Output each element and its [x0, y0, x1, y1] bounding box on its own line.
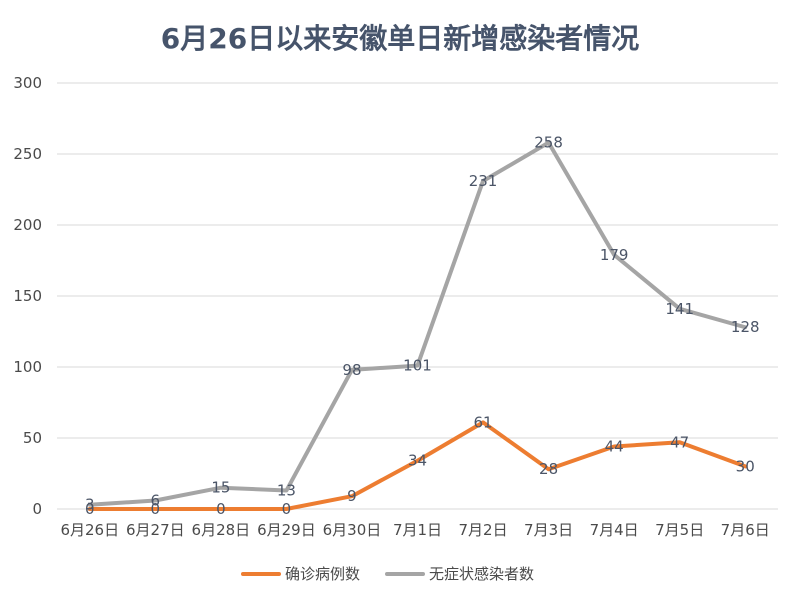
- x-axis-ticks: 6月26日 6月27日 6月28日 6月29日 6月30日 7月1日 7月2日 7月3日 7月4…: [60, 521, 769, 539]
- x-tick-label: 7月6日: [721, 521, 770, 539]
- data-label: 128: [731, 318, 760, 336]
- legend-label-1: 无症状感染者数: [429, 565, 534, 583]
- series-line-0: [87, 420, 748, 511]
- data-label: 98: [342, 361, 361, 379]
- data-label: 101: [403, 357, 432, 375]
- legend-label-0: 确诊病例数: [285, 565, 360, 583]
- data-label: 258: [534, 134, 563, 152]
- x-tick-label: 6月28日: [192, 521, 251, 539]
- y-tick-label: 300: [13, 74, 42, 92]
- data-label: 28: [539, 460, 558, 478]
- y-tick-label: 250: [13, 145, 42, 163]
- x-tick-label: 6月27日: [126, 521, 185, 539]
- chart-title: 6月26日以来安徽单日新增感染者情况: [161, 22, 639, 55]
- data-label: 30: [736, 457, 755, 475]
- x-tick-label: 7月5日: [655, 521, 704, 539]
- data-label: 44: [605, 438, 624, 456]
- x-tick-label: 7月4日: [590, 521, 639, 539]
- y-tick-label: 0: [32, 500, 42, 518]
- data-label: 179: [600, 246, 629, 264]
- x-tick-label: 6月26日: [60, 521, 119, 539]
- y-tick-label: 200: [13, 216, 42, 234]
- data-label: 141: [665, 300, 694, 318]
- data-label: 3: [85, 496, 95, 514]
- y-tick-label: 50: [23, 429, 42, 447]
- x-tick-label: 6月30日: [323, 521, 382, 539]
- data-label: 0: [85, 500, 95, 518]
- data-label: 0: [216, 500, 226, 518]
- series-line-1: [87, 140, 748, 507]
- x-tick-label: 7月3日: [524, 521, 573, 539]
- data-labels: 0 0 0 0 9 34 61 28 44 47 30 3 6 15 13 98 101 231 258 179 141…: [85, 134, 760, 518]
- data-label: 0: [282, 500, 292, 518]
- x-tick-label: 7月2日: [458, 521, 507, 539]
- y-axis-ticks: 0 50 100 150 200 250 300: [13, 74, 42, 518]
- data-label: 6: [151, 491, 161, 509]
- x-tick-label: 6月29日: [257, 521, 316, 539]
- data-label: 61: [473, 413, 492, 431]
- data-label: 34: [408, 452, 427, 470]
- y-tick-label: 150: [13, 287, 42, 305]
- data-label: 15: [211, 479, 230, 497]
- data-label: 47: [670, 433, 689, 451]
- data-label: 0: [151, 500, 161, 518]
- series-lines: [87, 140, 748, 511]
- data-label: 9: [347, 487, 357, 505]
- data-label: 13: [277, 482, 296, 500]
- x-tick-label: 7月1日: [393, 521, 442, 539]
- data-label: 231: [469, 172, 498, 190]
- y-tick-label: 100: [13, 358, 42, 376]
- legend: 确诊病例数 无症状感染者数: [241, 565, 534, 583]
